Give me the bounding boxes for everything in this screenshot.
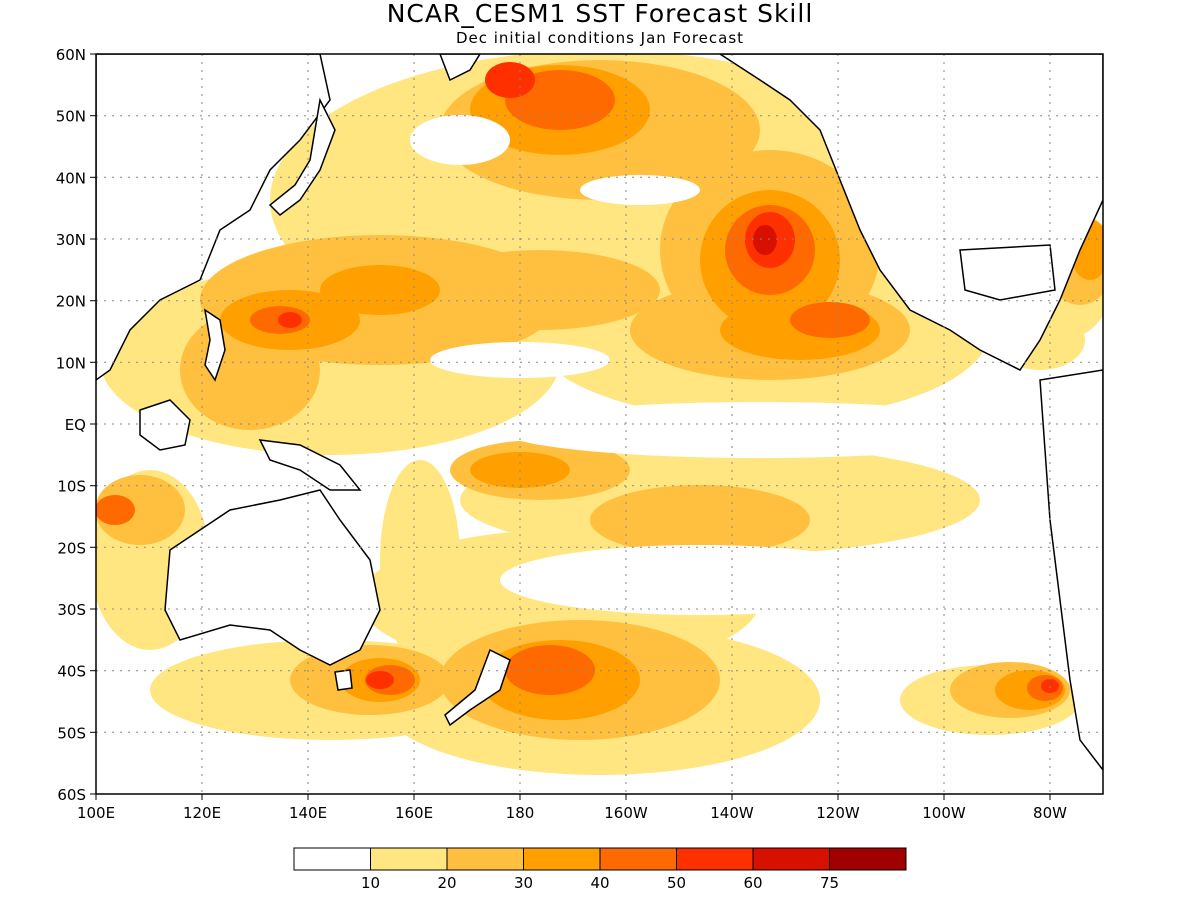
map-subtitle: Dec initial conditions Jan Forecast xyxy=(455,29,745,47)
lat-label: 40N xyxy=(56,169,86,187)
lat-label: 30N xyxy=(56,231,86,249)
legend-swatch xyxy=(599,847,677,871)
legend-swatch xyxy=(370,847,448,871)
coastlines xyxy=(96,54,1103,772)
color-legend: 10 20 30 40 50 60 75 xyxy=(293,847,907,892)
map-title: NCAR_CESM1 SST Forecast Skill xyxy=(386,0,814,28)
lon-label: 140W xyxy=(710,804,754,822)
lat-label: 10S xyxy=(57,478,86,496)
lon-label: 160W xyxy=(604,804,648,822)
lat-label: 50S xyxy=(57,724,86,742)
legend-label: 60 xyxy=(743,874,762,892)
legend-swatch xyxy=(752,847,830,871)
lon-label: 160E xyxy=(395,804,433,822)
lat-label: 40S xyxy=(57,663,86,681)
lon-label: 100E xyxy=(77,804,115,822)
legend-label: 75 xyxy=(820,874,839,892)
legend-label: 20 xyxy=(437,874,456,892)
tick-marks xyxy=(90,53,1051,800)
legend-label: 50 xyxy=(667,874,686,892)
lat-label: 10N xyxy=(56,354,86,372)
legend-label: 10 xyxy=(361,874,380,892)
lon-label: 80W xyxy=(1033,804,1067,822)
legend-swatch xyxy=(676,847,754,871)
lat-label: EQ xyxy=(65,416,86,434)
lat-label: 30S xyxy=(57,601,86,619)
lon-label: 140E xyxy=(289,804,327,822)
lat-label: 20N xyxy=(56,293,86,311)
skill-field xyxy=(96,54,1103,775)
lon-label: 180 xyxy=(506,804,535,822)
lon-label: 120W xyxy=(816,804,860,822)
legend-swatch xyxy=(523,847,601,871)
lat-label: 20S xyxy=(57,539,86,557)
lon-label: 100W xyxy=(922,804,966,822)
gridlines xyxy=(96,54,1103,794)
lon-label: 120E xyxy=(183,804,221,822)
legend-swatch xyxy=(829,847,907,871)
lat-label: 60S xyxy=(57,786,86,804)
lat-label: 60N xyxy=(56,46,86,64)
legend-swatch xyxy=(293,847,371,871)
lat-label: 50N xyxy=(56,108,86,126)
legend-swatch xyxy=(446,847,524,871)
legend-label: 40 xyxy=(590,874,609,892)
legend-label: 30 xyxy=(514,874,533,892)
